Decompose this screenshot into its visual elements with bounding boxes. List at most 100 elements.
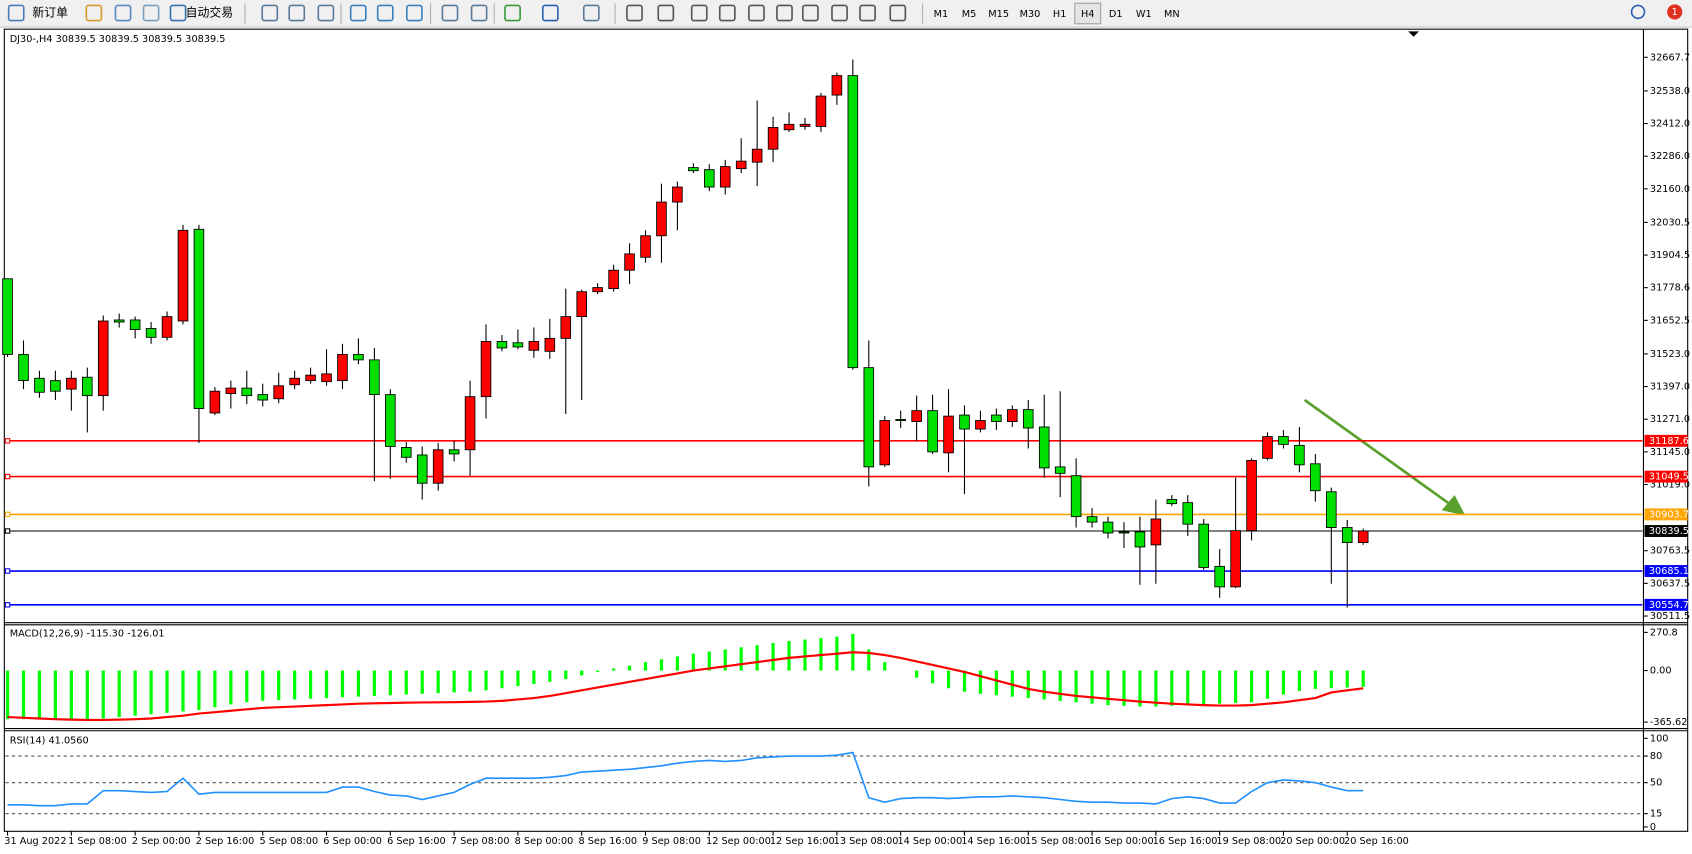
y-tick-label: 32412.0 <box>1650 119 1690 130</box>
shift-marker <box>1408 31 1419 37</box>
candle-body <box>432 449 444 484</box>
candle-body <box>815 95 827 127</box>
candle-body <box>416 454 428 484</box>
x-tick-label: 8 Sep 16:00 <box>578 836 637 847</box>
toolbar-icon[interactable] <box>748 4 765 22</box>
toolbar-icon[interactable] <box>690 4 708 22</box>
candle-body <box>1214 565 1225 588</box>
y-tick-label: 31145.0 <box>1650 447 1690 458</box>
toolbar-icon[interactable] <box>541 4 559 22</box>
toolbar-icon[interactable] <box>776 4 793 22</box>
line-marker <box>4 511 11 518</box>
candle-body <box>161 316 173 338</box>
timeframe-button[interactable]: D1 <box>1109 9 1123 20</box>
chart-frame <box>3 28 1689 832</box>
toolbar-icon[interactable] <box>376 4 394 22</box>
timeframe-button[interactable]: MN <box>1164 9 1180 20</box>
auto-trading-button[interactable]: 自动交易 <box>186 5 233 19</box>
candle-body <box>959 414 970 430</box>
toolbar-icon[interactable] <box>657 4 675 22</box>
timeframe-button[interactable]: M15 <box>988 9 1009 20</box>
price-label: 30554.7 <box>1649 600 1689 611</box>
candle-body <box>34 377 45 393</box>
candle-body <box>640 235 651 258</box>
x-tick-label: 20 Sep 00:00 <box>1280 836 1345 847</box>
candle-body <box>385 394 396 447</box>
rsi-line <box>7 751 1364 807</box>
search-icon[interactable] <box>1630 4 1646 20</box>
timeframe-button[interactable]: H4 <box>1081 9 1094 20</box>
toolbar-icon[interactable] <box>169 4 187 22</box>
new-order-button[interactable]: 新订单 <box>32 5 68 19</box>
price-label-box <box>1644 525 1688 537</box>
y-tick-label: 32160.0 <box>1650 184 1690 195</box>
toolbar-icon[interactable] <box>626 4 643 22</box>
candle-body <box>704 169 715 188</box>
candle-body <box>767 127 779 150</box>
timeframe-button[interactable]: W1 <box>1136 9 1152 20</box>
candle-body <box>1198 523 1210 568</box>
candle-body <box>1070 475 1082 518</box>
toolbar-icon[interactable] <box>114 4 132 22</box>
toolbar-icon[interactable] <box>889 4 907 22</box>
candle-body <box>735 160 747 170</box>
notification-count: 1 <box>1672 7 1678 18</box>
price-label-box <box>1644 508 1688 521</box>
x-tick-label: 14 Sep 00:00 <box>897 836 962 847</box>
candle-body <box>129 319 141 330</box>
candle-body <box>496 341 508 349</box>
x-tick-label: 16 Sep 00:00 <box>1089 836 1154 847</box>
trend-arrow <box>1303 398 1454 508</box>
y-tick-label: 0.00 <box>1650 666 1672 677</box>
timeframe-button[interactable]: H1 <box>1053 9 1066 20</box>
toolbar-icon[interactable] <box>288 4 306 22</box>
y-tick-label: 15 <box>1650 809 1662 820</box>
timeframe-button[interactable]: M1 <box>934 9 949 20</box>
signal-line <box>7 651 1364 721</box>
candle-body <box>672 186 683 203</box>
candle-body <box>927 410 938 453</box>
timeframe-button[interactable]: M30 <box>1020 9 1041 20</box>
candle-body <box>66 377 77 390</box>
candle-body <box>1150 518 1162 546</box>
toolbar-icon[interactable] <box>142 4 160 22</box>
toolbar-icon[interactable] <box>349 4 367 22</box>
x-tick-label: 7 Sep 08:00 <box>451 836 510 847</box>
y-tick-label: 80 <box>1650 751 1662 762</box>
toolbar-icon[interactable] <box>718 4 736 22</box>
toolbar-icon[interactable] <box>802 4 819 22</box>
candle-body <box>1054 466 1066 474</box>
candle-body <box>719 166 731 188</box>
price-label-box <box>1644 434 1688 447</box>
toolbar-icon[interactable] <box>85 4 103 22</box>
toolbar <box>0 0 1692 28</box>
toolbar-icon[interactable] <box>470 4 488 22</box>
candle-body <box>241 387 253 397</box>
candle-body <box>480 341 492 398</box>
candle-body <box>2 278 13 355</box>
toolbar-icon[interactable] <box>261 4 279 22</box>
toolbar-icon[interactable] <box>582 4 600 22</box>
line-marker <box>4 473 11 480</box>
x-tick-label: 6 Sep 16:00 <box>387 836 446 847</box>
candle-body <box>145 328 157 338</box>
toolbar-icon[interactable] <box>441 4 459 22</box>
toolbar-icon[interactable] <box>831 4 848 22</box>
toolbar-icon[interactable] <box>317 4 335 22</box>
toolbar-icon[interactable] <box>406 4 423 22</box>
timeframe-button[interactable]: M5 <box>962 9 977 20</box>
notification-badge[interactable] <box>1667 4 1683 20</box>
candle-body <box>369 359 380 396</box>
candle-body <box>608 269 619 290</box>
toolbar-icon[interactable] <box>859 4 876 22</box>
y-tick-label: 32030.5 <box>1650 217 1690 228</box>
candle-body <box>225 387 237 394</box>
x-tick-label: 12 Sep 16:00 <box>770 836 835 847</box>
y-tick-label: 31778.6 <box>1650 283 1690 294</box>
candle-body <box>688 167 699 172</box>
chart-header: DJ30-,H4 30839.5 30839.5 30839.5 30839.5 <box>10 34 226 45</box>
toolbar-icon[interactable] <box>504 4 521 22</box>
line-marker <box>4 602 11 608</box>
toolbar-icon[interactable] <box>7 4 25 22</box>
